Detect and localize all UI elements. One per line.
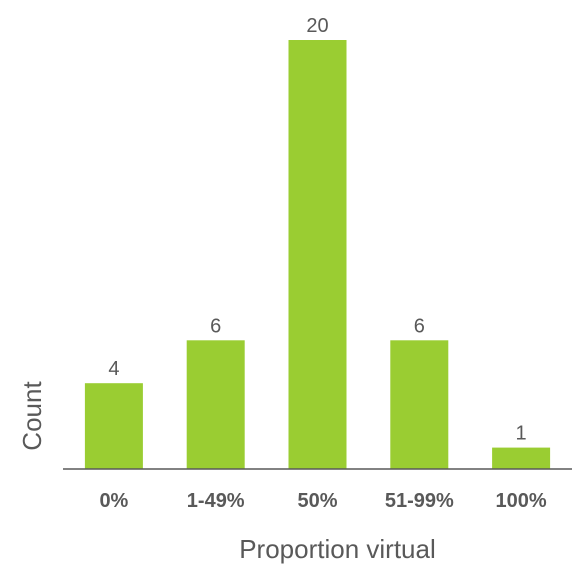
value-label-2: 20 [306, 15, 328, 37]
x-tick-label-0: 0% [99, 490, 128, 512]
bar-1 [186, 340, 245, 469]
bar-3 [390, 340, 449, 469]
value-label-3: 6 [414, 315, 425, 337]
bars-group [84, 40, 551, 469]
y-axis-title: Count [17, 381, 47, 451]
x-axis-title: Proportion virtual [239, 534, 436, 564]
bar-4 [492, 447, 551, 469]
x-tick-label-1: 1-49% [187, 490, 245, 512]
value-label-0: 4 [108, 358, 119, 380]
x-tick-label-2: 50% [297, 490, 337, 512]
bar-2 [288, 40, 347, 469]
bar-0 [84, 383, 143, 469]
x-tick-labels-group: 0% 1-49% 50% 51-99% 100% [99, 490, 546, 512]
value-label-4: 1 [516, 423, 527, 445]
value-label-1: 6 [210, 315, 221, 337]
x-tick-label-3: 51-99% [385, 490, 454, 512]
value-labels-group: 4 6 20 6 1 [108, 15, 526, 445]
x-tick-label-4: 100% [496, 490, 547, 512]
